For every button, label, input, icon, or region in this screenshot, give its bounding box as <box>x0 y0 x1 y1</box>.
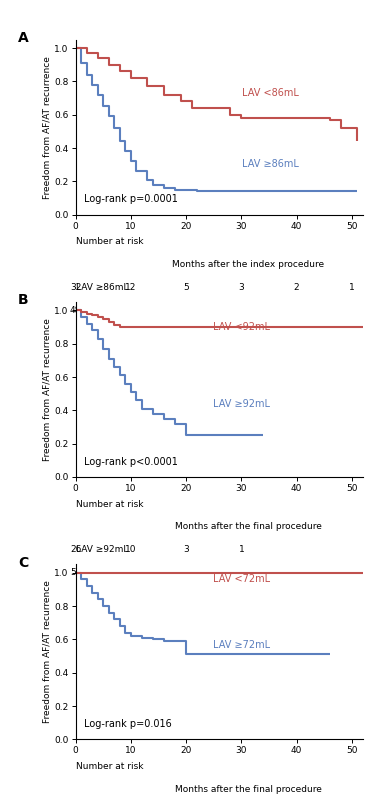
Text: 3: 3 <box>183 545 189 554</box>
Text: 10: 10 <box>235 305 247 315</box>
Text: LAV <92mL: LAV <92mL <box>214 322 271 332</box>
Text: Log-rank p=0.0001: Log-rank p=0.0001 <box>84 194 178 204</box>
Text: 1: 1 <box>349 283 355 292</box>
Text: 32: 32 <box>70 283 81 292</box>
Text: 12: 12 <box>235 568 247 577</box>
Y-axis label: Freedom from AF/AT recurrence: Freedom from AF/AT recurrence <box>42 318 51 461</box>
Text: LAV <72mL: LAV <72mL <box>214 574 271 584</box>
Text: LAV ≥92mL: LAV ≥92mL <box>214 399 271 409</box>
Text: Log-rank p<0.0001: Log-rank p<0.0001 <box>84 456 178 467</box>
Text: 5: 5 <box>183 283 189 292</box>
Text: LAV ≥92mL: LAV ≥92mL <box>76 545 128 554</box>
Text: C: C <box>18 556 28 570</box>
Text: 9: 9 <box>294 568 299 577</box>
Text: 7: 7 <box>294 305 299 315</box>
Text: 26: 26 <box>70 545 81 554</box>
Text: 48: 48 <box>70 305 81 315</box>
Text: Months after the index procedure: Months after the index procedure <box>172 260 324 270</box>
Text: LAV <92mL: LAV <92mL <box>76 568 128 577</box>
Text: 31: 31 <box>125 305 136 315</box>
Text: Log-rank p=0.016: Log-rank p=0.016 <box>84 719 172 729</box>
Text: LAV ≥72mL: LAV ≥72mL <box>214 641 271 650</box>
Text: 1: 1 <box>239 545 244 554</box>
Text: Number at risk: Number at risk <box>76 762 143 771</box>
Text: 19: 19 <box>180 305 192 315</box>
Text: LAV <86mL: LAV <86mL <box>242 87 299 98</box>
Text: Months after the final procedure: Months after the final procedure <box>175 785 321 794</box>
Text: 54: 54 <box>70 568 81 577</box>
Text: 5: 5 <box>349 568 355 577</box>
Text: 2: 2 <box>294 283 299 292</box>
Text: Number at risk: Number at risk <box>76 238 143 246</box>
Text: A: A <box>18 31 29 45</box>
Text: 21: 21 <box>180 568 192 577</box>
Y-axis label: Freedom from AF/AT recurrence: Freedom from AF/AT recurrence <box>42 580 51 723</box>
Text: 4: 4 <box>349 305 355 315</box>
Text: Number at risk: Number at risk <box>76 500 143 509</box>
Y-axis label: Freedom from AF/AT recurrence: Freedom from AF/AT recurrence <box>42 56 51 199</box>
Text: Months after the final procedure: Months after the final procedure <box>175 522 321 532</box>
Text: B: B <box>18 293 29 308</box>
Text: LAV ≥86mL: LAV ≥86mL <box>242 160 299 169</box>
Text: 33: 33 <box>125 568 136 577</box>
Text: 10: 10 <box>125 545 136 554</box>
Text: 3: 3 <box>239 283 244 292</box>
Text: LAV ≥86mL: LAV ≥86mL <box>76 283 128 292</box>
Text: LAV <86mL: LAV <86mL <box>76 305 128 315</box>
Text: 12: 12 <box>125 283 136 292</box>
